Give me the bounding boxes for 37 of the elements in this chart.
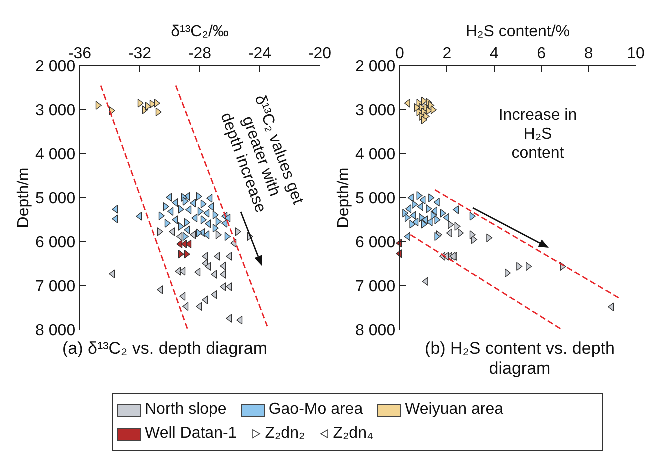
x-tick-label: 0 (396, 45, 405, 62)
x-tick-label: 2 (442, 45, 452, 62)
y-tick-label: 2 000 (36, 58, 76, 76)
x-tick-label: -32 (128, 45, 152, 62)
y-tick-label: 7 000 (356, 278, 396, 296)
x-tick-label: 8 (584, 45, 594, 62)
annotation: Increase in H₂S content (498, 106, 578, 163)
y-axis-title: Depth/m (336, 168, 353, 228)
y-tick-label: 6 000 (36, 234, 76, 252)
y-tick-label: 4 000 (356, 146, 396, 164)
y-tick-label: 3 000 (356, 102, 396, 120)
y-tick-label: 3 000 (36, 102, 76, 120)
legend-label: Weiyuan area (405, 401, 504, 419)
y-tick-label: 7 000 (36, 278, 76, 296)
x-tick-label: -20 (308, 45, 332, 62)
text: (b) H₂S content vs. depth diagram (424, 339, 616, 379)
y-tick-label: 5 000 (36, 190, 76, 208)
x-tick-label: -24 (248, 45, 272, 62)
y-tick-label: 6 000 (356, 234, 396, 252)
x-tick-label: 6 (537, 45, 546, 62)
legend-label: North slope (145, 401, 227, 419)
text: Z₂dn₂ (265, 425, 306, 443)
text: Z₂dn₄ (333, 425, 374, 443)
y-tick-label: 8 000 (356, 322, 396, 340)
y-axis-title: Depth/m (16, 168, 33, 228)
y-tick-label: 4 000 (36, 146, 76, 164)
x-tick-label: 4 (490, 45, 499, 62)
x-tick-label: -28 (188, 45, 212, 62)
y-tick-label: 2 000 (356, 58, 396, 76)
x-tick-label: 10 (627, 45, 645, 62)
x-axis-title: H₂S content/% (466, 23, 570, 40)
y-tick-label: 5 000 (356, 190, 396, 208)
legend-label: Gao-Mo area (268, 401, 364, 419)
text: (a) δ¹³C₂ vs. depth diagram (61, 339, 268, 359)
x-axis-title: δ¹³C₂/‰ (171, 23, 229, 40)
legend-label: Well Datan-1 (145, 425, 238, 443)
y-tick-label: 8 000 (36, 322, 76, 340)
